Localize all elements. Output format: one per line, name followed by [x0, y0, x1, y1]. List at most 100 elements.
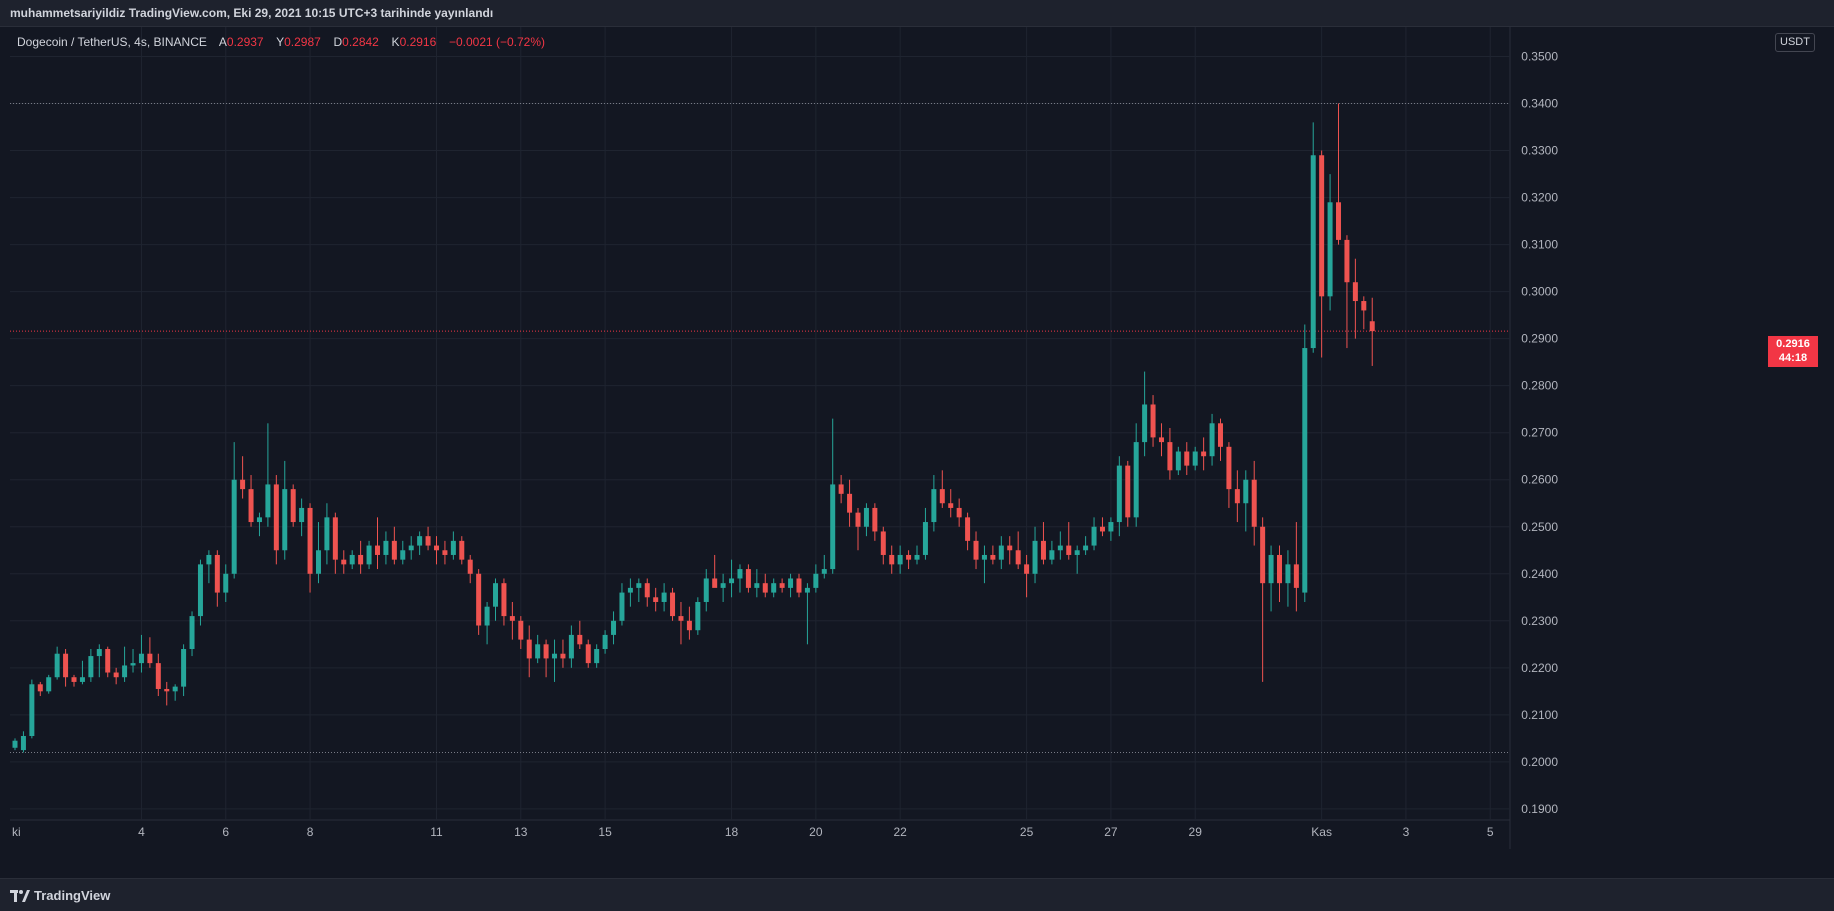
symbol-legend: Dogecoin / TetherUS, 4s, BINANCE A0.2937…	[17, 35, 545, 49]
candle-body	[256, 517, 262, 523]
chart-area[interactable]: 0.1900 0.2000 0.2100 0.2200 0.2300 0.2400 0.25…	[10, 27, 1768, 849]
candle-body	[838, 484, 844, 494]
y-tick-label: 0.3000	[1521, 285, 1558, 299]
candle-body	[54, 653, 60, 678]
x-tick-label: Kas	[1311, 825, 1332, 839]
candle-body	[1133, 442, 1139, 518]
candle-body	[1277, 554, 1282, 584]
tradingview-logo-icon	[10, 889, 30, 902]
x-tick-label: 29	[1189, 825, 1203, 839]
x-tick-label: 27	[1104, 825, 1118, 839]
currency-badge[interactable]: USDT	[1775, 33, 1815, 52]
candle-body	[400, 550, 406, 560]
x-tick-label: 3	[1403, 825, 1410, 839]
candle-body	[1099, 526, 1105, 532]
candle-body	[265, 484, 271, 518]
candle-body	[956, 507, 962, 518]
candle-body	[754, 583, 760, 588]
candle-body	[526, 639, 532, 659]
candle-body	[1192, 451, 1198, 466]
candle-body	[501, 583, 507, 617]
x-tick-label: 6	[222, 825, 229, 839]
candle-body	[855, 512, 861, 527]
candle-body	[282, 489, 288, 551]
candle-body	[493, 583, 499, 607]
candle-body	[889, 554, 895, 565]
candle-body	[703, 578, 709, 602]
y-tick-label: 0.2200	[1521, 661, 1558, 675]
candle-body	[197, 564, 203, 617]
candle-body	[973, 540, 979, 560]
y-tick-label: 0.2000	[1521, 755, 1558, 769]
candle-body	[138, 653, 144, 664]
candle-body	[1310, 155, 1316, 349]
candle-body	[948, 503, 954, 508]
candle-body	[1024, 564, 1030, 574]
candle-body	[1361, 301, 1367, 311]
y-tick-label: 0.3100	[1521, 238, 1558, 252]
candle-body	[240, 479, 246, 490]
candle-body	[678, 616, 684, 621]
candle-body	[771, 583, 777, 593]
candle-body	[577, 634, 583, 645]
candle-body	[231, 479, 237, 574]
y-tick-label: 0.3400	[1521, 97, 1558, 111]
candle-body	[383, 540, 389, 555]
publish-header: muhammetsariyildiz TradingView.com, Eki …	[0, 0, 1834, 27]
candle-body	[627, 587, 633, 593]
candle-body	[560, 653, 566, 659]
candle-body	[79, 677, 85, 682]
symbol-name[interactable]: Dogecoin / TetherUS, 4s, BINANCE	[17, 35, 207, 49]
candle-body	[467, 559, 473, 574]
candle-body	[821, 569, 827, 574]
current-price-label: 0.2916	[1776, 338, 1810, 350]
candle-body	[990, 554, 996, 560]
candle-body	[181, 649, 187, 687]
candle-body	[1319, 155, 1325, 297]
candle-body	[71, 677, 77, 682]
candle-body	[1293, 564, 1299, 588]
candle-body	[307, 507, 313, 574]
candle-body	[358, 554, 364, 565]
candle-body	[1142, 404, 1148, 443]
candle-body	[408, 545, 414, 551]
candle-body	[1150, 404, 1156, 438]
candle-body	[1167, 442, 1173, 471]
y-tick-label: 0.2600	[1521, 473, 1558, 487]
candle-body	[332, 517, 338, 560]
candle-body	[872, 507, 878, 532]
y-tick-label: 0.3300	[1521, 144, 1558, 158]
candle-body	[585, 644, 591, 664]
close-value: 0.2916	[399, 35, 437, 49]
candle-body	[1158, 437, 1164, 443]
candle-body	[552, 653, 558, 659]
candle-body	[939, 489, 945, 504]
candle-body	[543, 644, 549, 659]
candle-body	[172, 686, 178, 692]
candlestick-chart[interactable]: 0.1900 0.2000 0.2100 0.2200 0.2300 0.2400 0.25…	[10, 27, 1768, 849]
candle-body	[636, 583, 642, 588]
candle-body	[417, 536, 423, 546]
y-tick-label: 0.2800	[1521, 379, 1558, 393]
candle-body	[897, 554, 903, 565]
bar-countdown: 44:18	[1778, 352, 1808, 364]
candle-body	[788, 578, 794, 588]
candle-body	[1344, 239, 1350, 283]
candle-body	[155, 663, 161, 689]
candle-body	[425, 536, 431, 546]
tradingview-logo[interactable]: TradingView	[10, 888, 110, 903]
candle-body	[1352, 282, 1358, 302]
candle-body	[324, 517, 330, 551]
candle-body	[1260, 526, 1266, 584]
y-tick-label: 0.2100	[1521, 708, 1558, 722]
candle-body	[37, 684, 43, 692]
candle-body	[341, 559, 347, 565]
candle-body	[611, 620, 617, 635]
x-tick-label: 15	[598, 825, 612, 839]
y-tick-label: 0.2300	[1521, 614, 1558, 628]
candle-body	[1201, 451, 1207, 457]
candle-body	[476, 573, 482, 626]
candle-body	[661, 592, 667, 602]
candle-body	[965, 517, 971, 541]
candle-body	[568, 634, 574, 659]
